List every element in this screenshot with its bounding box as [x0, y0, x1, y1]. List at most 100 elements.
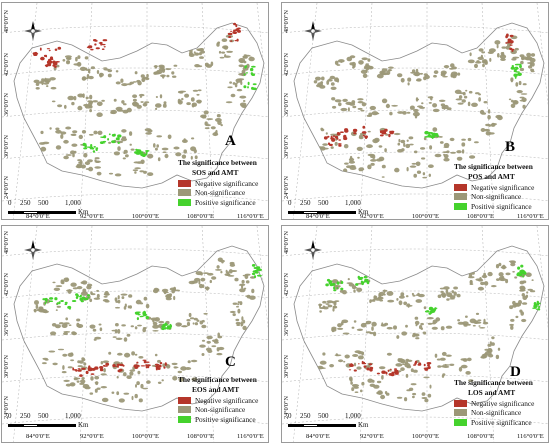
y-tick: 30°0'0"N — [283, 355, 290, 378]
panel-letter: D — [510, 364, 521, 380]
scale-label: 1,000 — [65, 412, 81, 420]
legend: The significance between LOS and AMT Neg… — [454, 379, 534, 428]
legend-swatch-non — [454, 193, 467, 201]
x-tick: 108°0'0"E — [467, 433, 495, 440]
x-tick: 84°0'0"E — [306, 213, 330, 220]
study-area-outline — [13, 245, 265, 412]
scale-bar: 0 250 500 1,000 Km — [288, 199, 408, 216]
scale-unit: Km — [78, 421, 89, 429]
y-tick: 48°0'0"N — [3, 231, 10, 254]
map-panel-b: B The significance between POS and AMT N… — [281, 2, 549, 220]
study-area-outline — [13, 22, 265, 189]
scale-unit: Km — [358, 421, 369, 429]
legend-title-line1: The significance between — [454, 162, 533, 171]
legend-swatch-positive — [454, 202, 467, 210]
study-area-outline — [293, 22, 545, 189]
y-tick: 36°0'0"N — [3, 93, 10, 116]
x-tick: 116°0'0"E — [517, 433, 544, 440]
x-tick: 108°0'0"E — [467, 213, 495, 220]
scale-label: 250 — [300, 199, 311, 207]
scale-label: 0 — [288, 199, 292, 207]
panel-letter: A — [225, 133, 236, 149]
positive-significance-area — [424, 63, 522, 139]
x-tick: 84°0'0"E — [26, 213, 50, 220]
y-tick: 36°0'0"N — [283, 93, 290, 116]
y-tick: 24°0'0"N — [3, 396, 10, 419]
x-tick: 92°0'0"E — [360, 213, 384, 220]
legend-swatch-non — [178, 406, 191, 414]
positive-significance-area — [325, 264, 541, 315]
y-tick: 42°0'0"N — [283, 53, 290, 76]
legend-title-line1: The significance between — [178, 158, 257, 167]
legend-swatch-negative — [454, 183, 467, 191]
study-area-outline — [293, 245, 545, 412]
x-tick: 100°0'0"E — [412, 433, 440, 440]
legend-item-negative: Negative significance — [178, 180, 258, 187]
y-tick: 30°0'0"N — [3, 355, 10, 378]
negative-significance-area — [72, 359, 167, 377]
legend-item-positive: Positive significance — [178, 198, 258, 206]
x-tick: 84°0'0"E — [306, 433, 330, 440]
y-tick: 24°0'0"N — [283, 396, 290, 419]
y-tick: 30°0'0"N — [3, 135, 10, 158]
legend-item-positive: Positive significance — [454, 202, 534, 210]
map-d — [282, 226, 548, 442]
north-arrow-icon — [304, 21, 322, 41]
scale-label: 1,000 — [345, 412, 361, 420]
legend-item-non: Non-significance — [178, 406, 258, 414]
negative-significance-area — [348, 360, 432, 377]
scale-label: 0 — [8, 412, 12, 420]
scale-label: 0 — [288, 412, 292, 420]
x-tick: 92°0'0"E — [80, 213, 104, 220]
legend-swatch-negative — [178, 179, 191, 187]
legend-swatch-positive — [178, 415, 191, 423]
negative-significance-area — [323, 33, 515, 147]
x-tick: 116°0'0"E — [237, 433, 264, 440]
vegetation-area — [313, 35, 536, 179]
panel-letter: C — [225, 354, 236, 370]
positive-significance-area — [82, 65, 257, 157]
y-tick: 24°0'0"N — [283, 176, 290, 199]
legend-title-line2: LOS and AMT — [468, 388, 516, 398]
y-tick: 42°0'0"N — [283, 273, 290, 296]
scale-unit: Km — [78, 208, 89, 216]
y-tick: 42°0'0"N — [3, 273, 10, 296]
legend-item-negative: Negative significance — [454, 400, 534, 407]
legend-swatch-negative — [454, 399, 467, 407]
y-tick: 48°0'0"N — [283, 10, 290, 33]
x-tick: 92°0'0"E — [360, 433, 384, 440]
map-c — [2, 226, 268, 442]
scale-label: 500 — [38, 199, 49, 207]
scale-label: 500 — [318, 412, 329, 420]
legend: The significance between POS and AMT Neg… — [454, 163, 534, 212]
legend-item-negative: Negative significance — [454, 184, 534, 191]
legend-item-negative: Negative significance — [178, 397, 258, 404]
north-arrow-icon — [24, 21, 42, 41]
vegetation-area — [316, 260, 536, 403]
x-tick: 108°0'0"E — [187, 213, 215, 220]
legend-swatch-positive — [454, 418, 467, 426]
legend-item-positive: Positive significance — [454, 418, 534, 426]
y-tick: 36°0'0"N — [283, 313, 290, 336]
scale-label: 250 — [20, 412, 31, 420]
scale-label: 0 — [8, 199, 12, 207]
legend-title-line1: The significance between — [178, 375, 257, 384]
positive-significance-area — [42, 264, 262, 331]
legend-item-positive: Positive significance — [178, 415, 258, 423]
graticule — [2, 226, 268, 442]
legend-swatch-negative — [178, 396, 191, 404]
map-b — [282, 3, 548, 219]
x-tick: 92°0'0"E — [80, 433, 104, 440]
legend-title-line2: SOS and AMT — [192, 168, 239, 178]
x-tick: 108°0'0"E — [187, 433, 215, 440]
scale-bar: 0 250 500 1,000 Km — [8, 199, 128, 216]
y-tick: 24°0'0"N — [3, 176, 10, 199]
scale-bar: 0 250 500 1,000 Km — [8, 412, 128, 429]
legend-title-line2: EOS and AMT — [192, 385, 240, 395]
scale-bar: 0 250 500 1,000 Km — [288, 412, 408, 429]
scale-unit: Km — [358, 208, 369, 216]
y-tick: 30°0'0"N — [283, 135, 290, 158]
x-tick: 100°0'0"E — [412, 213, 440, 220]
y-tick: 48°0'0"N — [283, 231, 290, 254]
north-arrow-icon — [304, 240, 322, 260]
